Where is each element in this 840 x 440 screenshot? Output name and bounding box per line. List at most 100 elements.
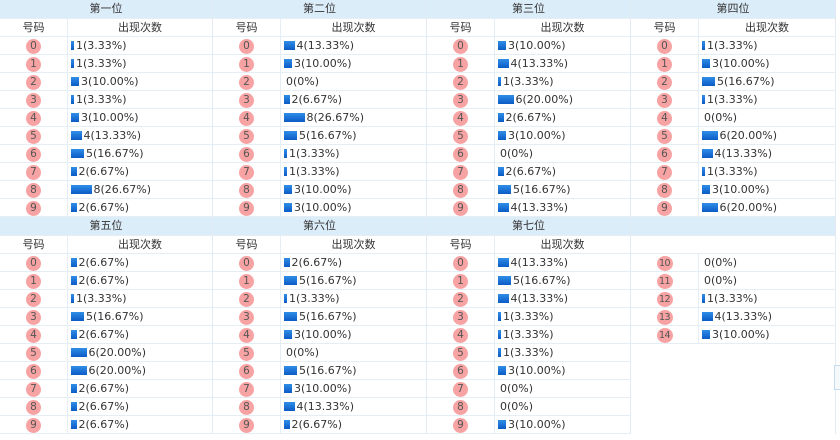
number-ball: 3 [657,93,672,108]
count-cell: 0(0%) [699,254,835,271]
frequency-bar [284,384,292,393]
count-cell: 0(0%) [699,272,835,289]
count-text: 4(13.33%) [714,147,773,160]
code-cell: 4 [213,109,281,126]
frequency-bar [71,185,92,194]
code-cell: 2 [631,73,699,90]
frequency-bar [498,95,514,104]
table-row: 4 0(0%) [631,109,835,127]
count-text: 2(6.67%) [291,418,343,431]
code-cell: 1 [0,272,68,289]
code-cell: 0 [0,37,68,54]
table-row: 3 5(16.67%) [0,308,212,326]
count-text: 5(16.67%) [86,147,144,160]
code-cell: 8 [0,398,68,415]
table-row: 6 5(16.67%) [0,145,212,163]
count-cell: 3(10.00%) [68,109,212,126]
count-text: 0(0%) [500,400,534,413]
frequency-bar [498,77,501,86]
number-ball: 12 [656,292,673,307]
code-cell: 1 [631,55,699,72]
count-text: 2(6.67%) [505,165,557,178]
frequency-bar [702,131,718,140]
frequency-bar [498,366,506,375]
table-row: 8 4(13.33%) [213,398,426,416]
frequency-bar [498,348,501,357]
count-cell: 8(26.67%) [68,181,212,198]
frequency-bar [284,420,290,429]
column-header-row: 号码 出现次数 [0,19,212,37]
section-title [631,217,835,236]
count-text: 2(6.67%) [78,274,130,287]
table-row: 7 1(3.33%) [213,163,426,181]
count-cell: 3(10.00%) [68,73,212,90]
table-row: 9 3(10.00%) [427,416,630,434]
count-cell: 2(6.67%) [281,91,426,108]
count-text: 0(0%) [704,111,738,124]
count-text: 3(10.00%) [294,328,352,341]
table-row: 2 0(0%) [213,73,426,91]
count-text: 3(10.00%) [294,57,352,70]
column-header-row: 号码 出现次数 [213,236,426,254]
count-text: 1(3.33%) [289,165,340,178]
count-cell: 1(3.33%) [281,163,426,180]
frequency-bar [498,185,511,194]
number-ball: 5 [453,346,468,361]
table-row: 7 3(10.00%) [213,380,426,398]
scroll-handle[interactable] [834,365,840,390]
count-cell: 1(3.33%) [68,55,212,72]
count-cell: 6(20.00%) [699,127,835,144]
code-cell: 4 [0,326,68,343]
frequency-bar [71,330,77,339]
count-cell: 8(26.67%) [281,109,426,126]
count-text: 1(3.33%) [707,93,758,106]
number-ball: 4 [453,328,468,343]
column-header-code: 号码 [427,236,495,253]
code-cell: 6 [0,145,68,162]
code-cell: 0 [427,37,495,54]
table-row: 1 1(3.33%) [0,55,212,73]
frequency-bar [71,149,84,158]
number-ball: 2 [239,292,254,307]
column-header-count: 出现次数 [118,238,162,251]
table-row: 8 3(10.00%) [631,181,835,199]
count-cell: 5(16.67%) [68,145,212,162]
section-title: 第五位 [0,217,212,236]
code-cell: 2 [213,290,281,307]
count-cell: 6(20.00%) [495,91,630,108]
count-cell: 5(16.67%) [495,181,630,198]
code-cell: 4 [213,326,281,343]
number-ball: 5 [453,129,468,144]
code-cell: 3 [427,91,495,108]
frequency-bar [284,330,292,339]
frequency-bar [71,312,84,321]
count-text: 2(6.67%) [78,382,130,395]
table-row: 7 2(6.67%) [0,163,212,181]
column-header-count: 出现次数 [331,21,376,34]
table-row: 5 6(20.00%) [631,127,835,145]
count-cell: 1(3.33%) [699,290,835,307]
number-ball: 2 [657,75,672,90]
table-row: 4 2(6.67%) [427,109,630,127]
table-row: 8 3(10.00%) [213,181,426,199]
count-text: 8(26.67%) [306,111,365,124]
number-ball: 9 [239,418,254,433]
frequency-bar [71,77,79,86]
code-cell: 3 [631,91,699,108]
table-row: 9 2(6.67%) [0,416,212,434]
code-cell: 5 [213,127,281,144]
column-header-code: 号码 [427,19,495,36]
count-cell: 0(0%) [281,344,426,361]
number-ball: 0 [453,256,468,271]
code-cell: 0 [631,37,699,54]
frequency-bar [71,294,74,303]
number-ball: 2 [26,75,41,90]
count-cell: 2(6.67%) [68,380,212,397]
number-ball: 1 [239,57,254,72]
number-ball: 2 [26,292,41,307]
code-cell: 2 [0,290,68,307]
count-cell: 1(3.33%) [699,163,835,180]
table-row: 0 3(10.00%) [427,37,630,55]
table-row: 5 4(13.33%) [0,127,212,145]
